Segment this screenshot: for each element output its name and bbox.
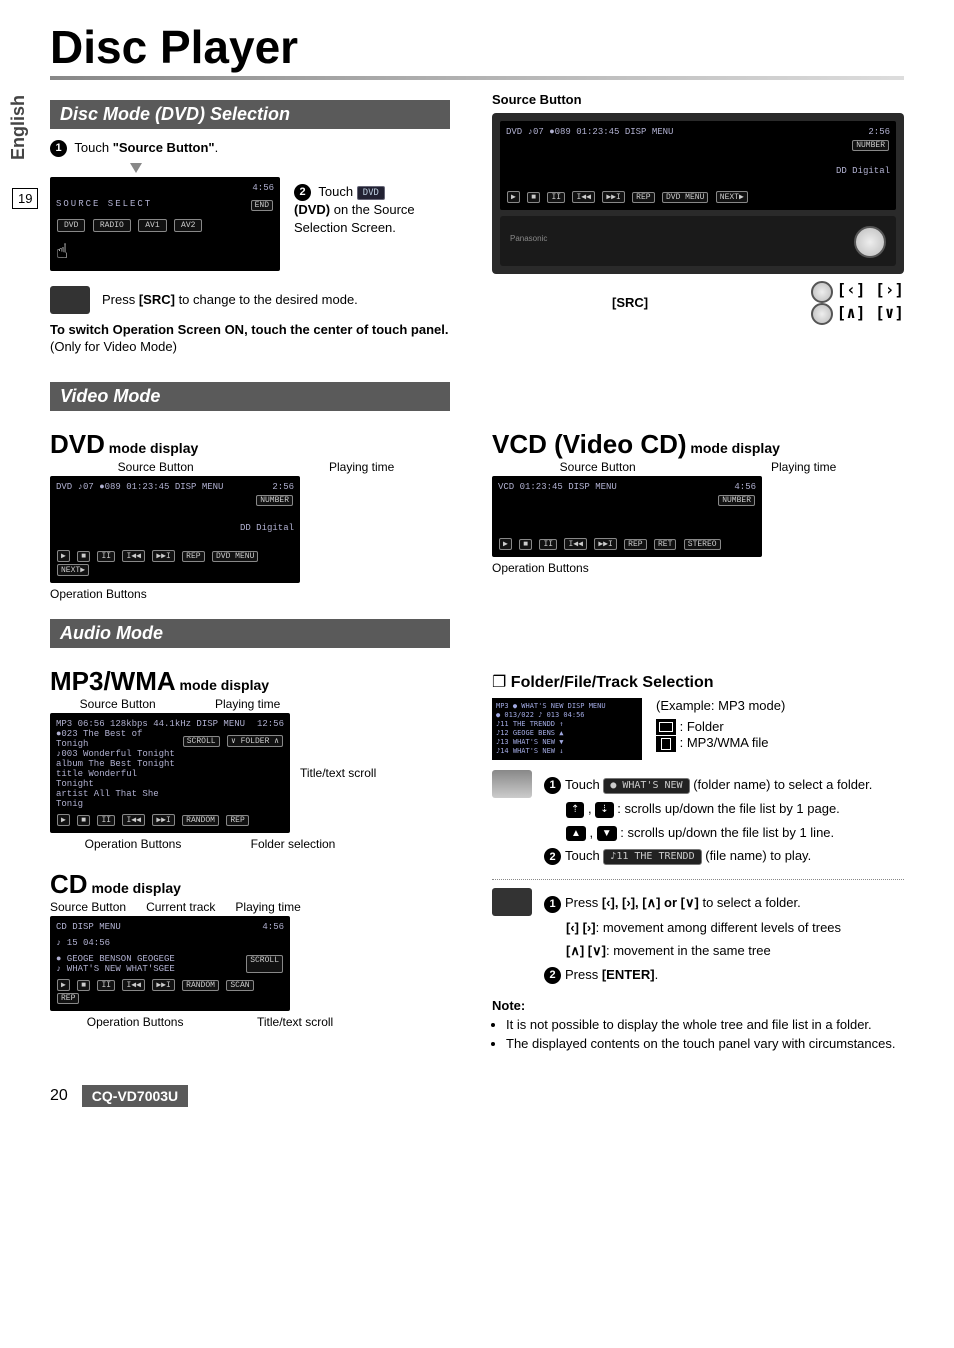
section-video-mode-title: Video Mode	[50, 382, 450, 411]
language-tab: English	[8, 95, 29, 160]
folder-legend: : Folder	[680, 719, 724, 734]
step2: 2 Touch DVD (DVD) on the Source Selectio…	[294, 183, 462, 236]
knob-icon	[854, 226, 886, 258]
note-item: The displayed contents on the touch pane…	[506, 1036, 904, 1051]
side-page-number: 19	[12, 188, 38, 209]
touch-step1: 1Touch ● WHAT'S NEW (folder name) to sel…	[544, 776, 904, 794]
cd-track-label: Current track	[146, 900, 215, 914]
dvd-ops-label: Operation Buttons	[50, 587, 462, 601]
example-label: (Example: MP3 mode)	[656, 698, 785, 713]
mp3-ops-label: Operation Buttons	[85, 837, 182, 851]
vcd-screen: VCD 01:23:45 DISP MENU4:56 NUMBER ▶ ■ II…	[492, 476, 762, 557]
mp3-playtime-label: Playing time	[215, 697, 280, 711]
section-disc-mode-title: Disc Mode (DVD) Selection	[50, 100, 450, 129]
cd-scroll-label: Title/text scroll	[257, 1015, 333, 1029]
source-select-screen: 4:56 SOURCE SELECT END DVD RADIO AV1 AV2…	[50, 177, 280, 271]
remote-step2: 2Press [ENTER].	[544, 966, 904, 984]
step-number-1: 1	[50, 140, 67, 157]
cd-playtime-label: Playing time	[235, 900, 300, 914]
vcd-ops-label: Operation Buttons	[492, 561, 904, 575]
src-key-label: [SRC]	[612, 295, 648, 310]
source-button-label: Source Button	[492, 92, 904, 107]
scroll-line: ▲ , ▼ : scrolls up/down the file list by…	[544, 824, 904, 842]
folder-icon	[656, 719, 676, 735]
file-icon	[656, 736, 676, 752]
dvd-source-label: Source Button	[118, 460, 194, 474]
mp3-heading: MP3/WMA mode display	[50, 666, 462, 697]
source-av2-button[interactable]: AV2	[174, 219, 202, 232]
source-av1-button[interactable]: AV1	[138, 219, 166, 232]
footer-page-number: 20	[50, 1087, 68, 1105]
arrow-down-icon	[130, 163, 142, 173]
cd-screen: CD DISP MENU4:56 ♪ 15 04:56 ● GEOGE BENS…	[50, 916, 290, 1011]
touch-icon	[492, 770, 532, 798]
dvd-screen: DVD ♪07 ●089 01:23:45 DISP MENU2:56 NUMB…	[50, 476, 300, 583]
folder-sel-title: Folder/File/Track Selection	[492, 672, 904, 692]
cd-ops-label: Operation Buttons	[87, 1015, 184, 1029]
remote-icon	[50, 286, 90, 314]
vcd-heading: VCD (Video CD) mode display	[492, 429, 904, 460]
step-number-2: 2	[294, 184, 311, 201]
remote-icon-2	[492, 888, 532, 916]
vcd-source-label: Source Button	[560, 460, 636, 474]
section-audio-mode-title: Audio Mode	[50, 619, 450, 648]
page-title: Disc Player	[50, 20, 904, 74]
cd-source-label: Source Button	[50, 900, 126, 914]
remote-step1: 1Press [‹], [›], [∧] or [∨] to select a …	[544, 894, 904, 912]
dvd-pill: DVD	[357, 186, 385, 200]
footer-model: CQ-VD7003U	[82, 1085, 188, 1107]
mp3-scroll-label: Title/text scroll	[300, 766, 376, 780]
mp3-folder-label: Folder selection	[251, 837, 336, 851]
remote-lr: [‹] [›]: movement among different levels…	[544, 919, 904, 937]
file-legend: : MP3/WMA file	[680, 735, 769, 750]
mp3-source-label: Source Button	[80, 697, 156, 711]
source-radio-button[interactable]: RADIO	[93, 219, 131, 232]
step1: 1 Touch "Source Button".	[50, 139, 462, 157]
device-illustration: DVD ♪07 ●089 01:23:45 DISP MENU 2:56 NUM…	[492, 113, 904, 274]
touch-step2: 2Touch ♪11 THE TRENDD (file name) to pla…	[544, 847, 904, 865]
switch-note: To switch Operation Screen ON, touch the…	[50, 321, 462, 356]
src-note: Press [SRC] to change to the desired mod…	[102, 291, 358, 309]
remote-ud: [∧] [∨]: movement in the same tree	[544, 942, 904, 960]
note-list: It is not possible to display the whole …	[492, 1017, 904, 1051]
arrow-lr-label: [‹] [›]	[837, 280, 904, 299]
vcd-playtime-label: Playing time	[771, 460, 836, 474]
dvd-playtime-label: Playing time	[329, 460, 394, 474]
source-dvd-button[interactable]: DVD	[57, 219, 85, 232]
folder-list-screen: MP3 ● WHAT'S NEW DISP MENU ● 013/022 ♪ 0…	[492, 698, 642, 761]
note-item: It is not possible to display the whole …	[506, 1017, 904, 1032]
arrow-ud-label: [∧] [∨]	[837, 303, 904, 322]
dvd-heading: DVD mode display	[50, 429, 462, 460]
cd-heading: CD mode display	[50, 869, 462, 900]
note-label: Note:	[492, 998, 904, 1013]
mp3-screen: MP3 06:56 128kbps 44.1kHz DISP MENU12:56…	[50, 713, 290, 833]
scroll-page: ⇡ , ⇣ : scrolls up/down the file list by…	[544, 800, 904, 818]
